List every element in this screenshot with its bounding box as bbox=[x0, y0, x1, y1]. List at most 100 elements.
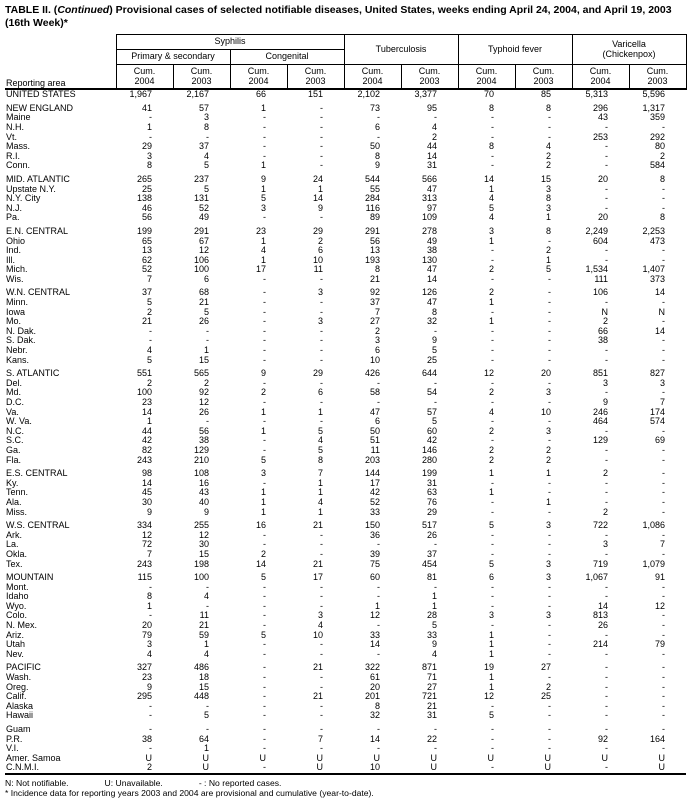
value-cell: - bbox=[320, 354, 324, 365]
value-cell: 1,967 bbox=[129, 89, 152, 100]
value-cell: 33 bbox=[370, 629, 381, 640]
value-cell: 42 bbox=[370, 487, 381, 498]
value-cell: 243 bbox=[136, 558, 152, 569]
table-row: Tex. 243 198 14 21 75 454 5 3 719 1,079 bbox=[5, 558, 686, 570]
value-cell: 14 bbox=[141, 406, 152, 417]
reporting-area-cell: Wash. bbox=[6, 673, 32, 683]
table-row: W.N. CENTRAL 37 68 - 3 92 126 2 - 106 14 bbox=[5, 288, 686, 298]
value-cell: - bbox=[662, 691, 666, 702]
value-cell: - bbox=[662, 743, 666, 754]
table-row: Ariz. 79 59 5 10 33 33 1 - - - bbox=[5, 629, 686, 641]
value-cell: 15 bbox=[198, 548, 209, 559]
value-cell: 45 bbox=[141, 487, 152, 498]
value-cell: 130 bbox=[421, 254, 438, 265]
value-cell: - bbox=[263, 150, 266, 161]
reporting-area-cell: C.N.M.I. bbox=[6, 763, 39, 773]
value-cell: - bbox=[377, 591, 381, 602]
value-cell: - bbox=[605, 202, 609, 213]
value-cell: - bbox=[548, 287, 552, 298]
value-cell: 464 bbox=[592, 416, 609, 427]
value-cell: 9 bbox=[203, 506, 209, 517]
value-cell: - bbox=[149, 610, 152, 621]
value-cell: 32 bbox=[370, 710, 381, 721]
table-row: UNITED STATES 1,967 2,167 66 151 2,102 3,377 70… bbox=[5, 89, 686, 100]
value-cell: - bbox=[377, 539, 381, 550]
table-row: Pa. 56 49 - - 89 109 4 1 20 8 bbox=[5, 213, 686, 223]
value-cell: 7 bbox=[660, 539, 666, 550]
value-cell: 30 bbox=[141, 496, 152, 507]
reporting-area-cell: Calif. bbox=[6, 692, 27, 702]
value-cell: - bbox=[605, 591, 609, 602]
value-cell: 5 bbox=[203, 183, 209, 194]
value-cell: 129 bbox=[193, 444, 209, 455]
table-row: Vt. - - - - - 2 - - 253 292 bbox=[5, 131, 686, 143]
value-cell: 72 bbox=[141, 539, 152, 550]
value-cell: 1 bbox=[546, 468, 552, 479]
value-cell: 11 bbox=[199, 610, 209, 621]
value-cell: 60 bbox=[370, 572, 381, 583]
table-row: S.C. 42 38 - 4 51 42 - - 129 69 bbox=[5, 436, 686, 446]
value-cell: - bbox=[320, 539, 324, 550]
value-cell: 454 bbox=[421, 558, 438, 569]
value-cell: - bbox=[662, 245, 666, 256]
value-cell: - bbox=[263, 306, 266, 317]
value-cell: 29 bbox=[427, 506, 438, 517]
value-cell: 100 bbox=[193, 572, 209, 583]
value-cell: - bbox=[491, 112, 495, 123]
value-cell: 5 bbox=[432, 620, 438, 631]
value-cell: - bbox=[263, 335, 266, 346]
value-cell: 8 bbox=[432, 306, 438, 317]
value-cell: - bbox=[548, 506, 552, 517]
table-row: Wis. 7 6 - - 21 14 - - 111 373 bbox=[5, 273, 686, 285]
value-cell: 3 bbox=[318, 287, 324, 298]
value-cell: - bbox=[263, 610, 266, 621]
value-cell: 64 bbox=[198, 733, 209, 744]
reporting-area-cell: E.S. CENTRAL bbox=[6, 469, 68, 479]
value-cell: 5 bbox=[318, 444, 324, 455]
value-cell: - bbox=[434, 397, 438, 407]
value-cell: - bbox=[548, 591, 552, 602]
value-cell: 3 bbox=[603, 377, 609, 388]
value-cell: 47 bbox=[370, 406, 381, 417]
value-cell: - bbox=[434, 539, 438, 550]
value-cell: 7 bbox=[146, 273, 152, 284]
value-cell: 8 bbox=[375, 150, 381, 161]
value-cell: - bbox=[491, 477, 495, 488]
reporting-area-cell: N. Dak. bbox=[6, 326, 37, 336]
reporting-area-cell: S.C. bbox=[6, 436, 24, 446]
value-cell: 1 bbox=[318, 506, 324, 517]
value-cell: 1 bbox=[260, 406, 266, 417]
value-cell: - bbox=[605, 387, 609, 398]
value-cell: - bbox=[605, 724, 609, 734]
value-cell: 56 bbox=[141, 212, 152, 223]
value-cell: 327 bbox=[136, 662, 152, 673]
value-cell: 2,249 bbox=[585, 225, 609, 236]
value-cell: 8 bbox=[318, 454, 324, 465]
value-cell: 81 bbox=[427, 572, 438, 583]
value-cell: 29 bbox=[141, 141, 152, 152]
value-cell: - bbox=[263, 131, 266, 142]
value-cell: 3 bbox=[660, 377, 666, 388]
value-cell: - bbox=[206, 335, 209, 346]
value-cell: 59 bbox=[198, 629, 209, 640]
value-cell: 7 bbox=[318, 733, 324, 744]
value-cell: - bbox=[149, 743, 152, 754]
value-cell: 73 bbox=[370, 102, 381, 113]
value-cell: 13 bbox=[141, 245, 152, 256]
value-cell: - bbox=[491, 354, 495, 365]
value-cell: 2 bbox=[546, 245, 552, 256]
reporting-area-cell: Amer. Samoa bbox=[6, 753, 61, 763]
value-cell: 6 bbox=[318, 387, 324, 398]
value-cell: 2 bbox=[489, 264, 495, 275]
value-cell: - bbox=[263, 662, 266, 673]
value-cell: 4 bbox=[203, 591, 209, 602]
value-cell: 17 bbox=[313, 572, 324, 583]
value-cell: U bbox=[316, 762, 324, 773]
value-cell: 214 bbox=[592, 639, 609, 650]
value-cell: 98 bbox=[141, 468, 152, 479]
value-cell: 2 bbox=[260, 387, 266, 398]
value-cell: 1 bbox=[489, 316, 495, 327]
value-cell: 3 bbox=[203, 112, 209, 123]
value-cell: 60 bbox=[427, 425, 438, 436]
value-cell: 14 bbox=[370, 733, 381, 744]
